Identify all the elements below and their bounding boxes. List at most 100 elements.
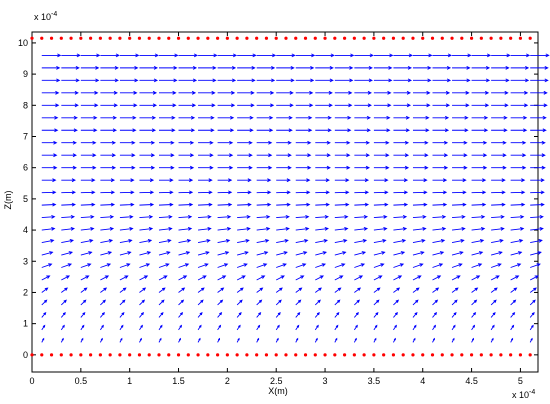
- arrow: [393, 53, 413, 58]
- arrow: [41, 251, 54, 256]
- arrow: [100, 103, 118, 108]
- arrow: [412, 90, 431, 95]
- arrow: [61, 202, 76, 207]
- arrow: [198, 53, 218, 58]
- arrow: [256, 299, 263, 306]
- arrow: [237, 78, 256, 83]
- boundary-point: [167, 353, 171, 357]
- arrow: [237, 90, 255, 95]
- x-tick-label: 2: [225, 376, 230, 386]
- arrow: [60, 299, 67, 306]
- boundary-point: [323, 353, 327, 357]
- arrow: [217, 202, 233, 207]
- arrow: [41, 190, 57, 195]
- arrow: [315, 190, 330, 195]
- boundary-point: [391, 36, 396, 40]
- boundary-point: [352, 36, 356, 40]
- arrow: [412, 275, 422, 281]
- arrow: [432, 165, 449, 170]
- arrow: [178, 202, 194, 207]
- arrow: [217, 140, 234, 145]
- arrow: [276, 128, 293, 133]
- arrow: [61, 226, 76, 231]
- y-multiplier: x 10-4: [34, 11, 57, 22]
- arrow: [178, 311, 184, 318]
- arrow: [80, 128, 98, 133]
- arrow: [491, 190, 506, 195]
- arrow: [80, 90, 99, 95]
- boundary-point: [196, 36, 200, 40]
- arrow: [41, 140, 58, 145]
- arrow: [510, 239, 524, 243]
- arrow: [315, 251, 328, 256]
- boundary-point: [157, 353, 161, 357]
- boundary-point: [303, 353, 308, 357]
- arrow: [237, 103, 255, 108]
- arrow: [276, 115, 293, 120]
- arrow: [139, 287, 147, 293]
- y-tick-label: 6: [23, 163, 28, 173]
- arrow: [510, 214, 525, 219]
- arrow: [100, 128, 118, 133]
- arrow: [256, 275, 266, 281]
- arrow: [530, 263, 541, 268]
- arrow: [295, 103, 314, 108]
- arrow: [334, 153, 351, 158]
- arrow: [315, 53, 335, 58]
- arrow: [275, 324, 280, 331]
- arrow: [80, 178, 96, 183]
- arrow: [354, 226, 369, 231]
- arrow: [471, 103, 490, 108]
- arrow: [452, 178, 467, 183]
- boundary-point: [372, 353, 376, 357]
- arrow: [334, 324, 339, 331]
- x-tick-label: 0.5: [75, 376, 88, 386]
- arrow: [354, 90, 372, 95]
- arrow: [256, 153, 273, 158]
- arrow: [373, 299, 380, 306]
- arrow: [315, 128, 332, 133]
- arrow: [237, 65, 256, 70]
- arrow: [178, 299, 185, 306]
- arrow: [432, 287, 440, 293]
- arrow: [119, 115, 137, 120]
- boundary-point: [499, 353, 503, 357]
- arrow: [100, 190, 116, 195]
- arrow: [471, 287, 479, 293]
- arrow: [354, 115, 371, 120]
- boundary-point: [362, 353, 366, 357]
- arrow: [276, 65, 295, 70]
- boundary-point: [79, 36, 83, 40]
- arrow: [197, 311, 203, 318]
- arrow: [529, 311, 535, 318]
- arrow: [139, 140, 156, 145]
- arrow: [393, 165, 410, 170]
- arrow: [100, 239, 114, 243]
- arrow: [295, 140, 312, 145]
- arrow: [139, 178, 155, 183]
- arrow: [471, 53, 492, 58]
- arrow: [100, 226, 115, 231]
- boundary-point: [401, 353, 405, 357]
- arrow: [256, 65, 276, 70]
- arrow: [452, 128, 469, 133]
- arrow: [334, 178, 350, 183]
- arrow: [452, 140, 468, 145]
- arrow: [197, 287, 205, 293]
- arrow: [256, 90, 275, 95]
- arrow: [393, 128, 411, 133]
- arrow: [119, 324, 124, 331]
- arrow: [158, 239, 172, 243]
- arrow: [217, 78, 237, 83]
- arrow: [178, 251, 191, 256]
- arrow: [491, 53, 511, 58]
- arrow: [471, 324, 476, 331]
- arrow: [315, 140, 331, 145]
- arrow: [334, 90, 353, 95]
- x-tick-label: 3.5: [368, 376, 381, 386]
- arrow: [237, 226, 251, 231]
- arrow: [276, 53, 296, 58]
- arrow: [529, 324, 534, 331]
- x-tick-label: 2.5: [270, 376, 283, 386]
- boundary-point: [284, 353, 288, 357]
